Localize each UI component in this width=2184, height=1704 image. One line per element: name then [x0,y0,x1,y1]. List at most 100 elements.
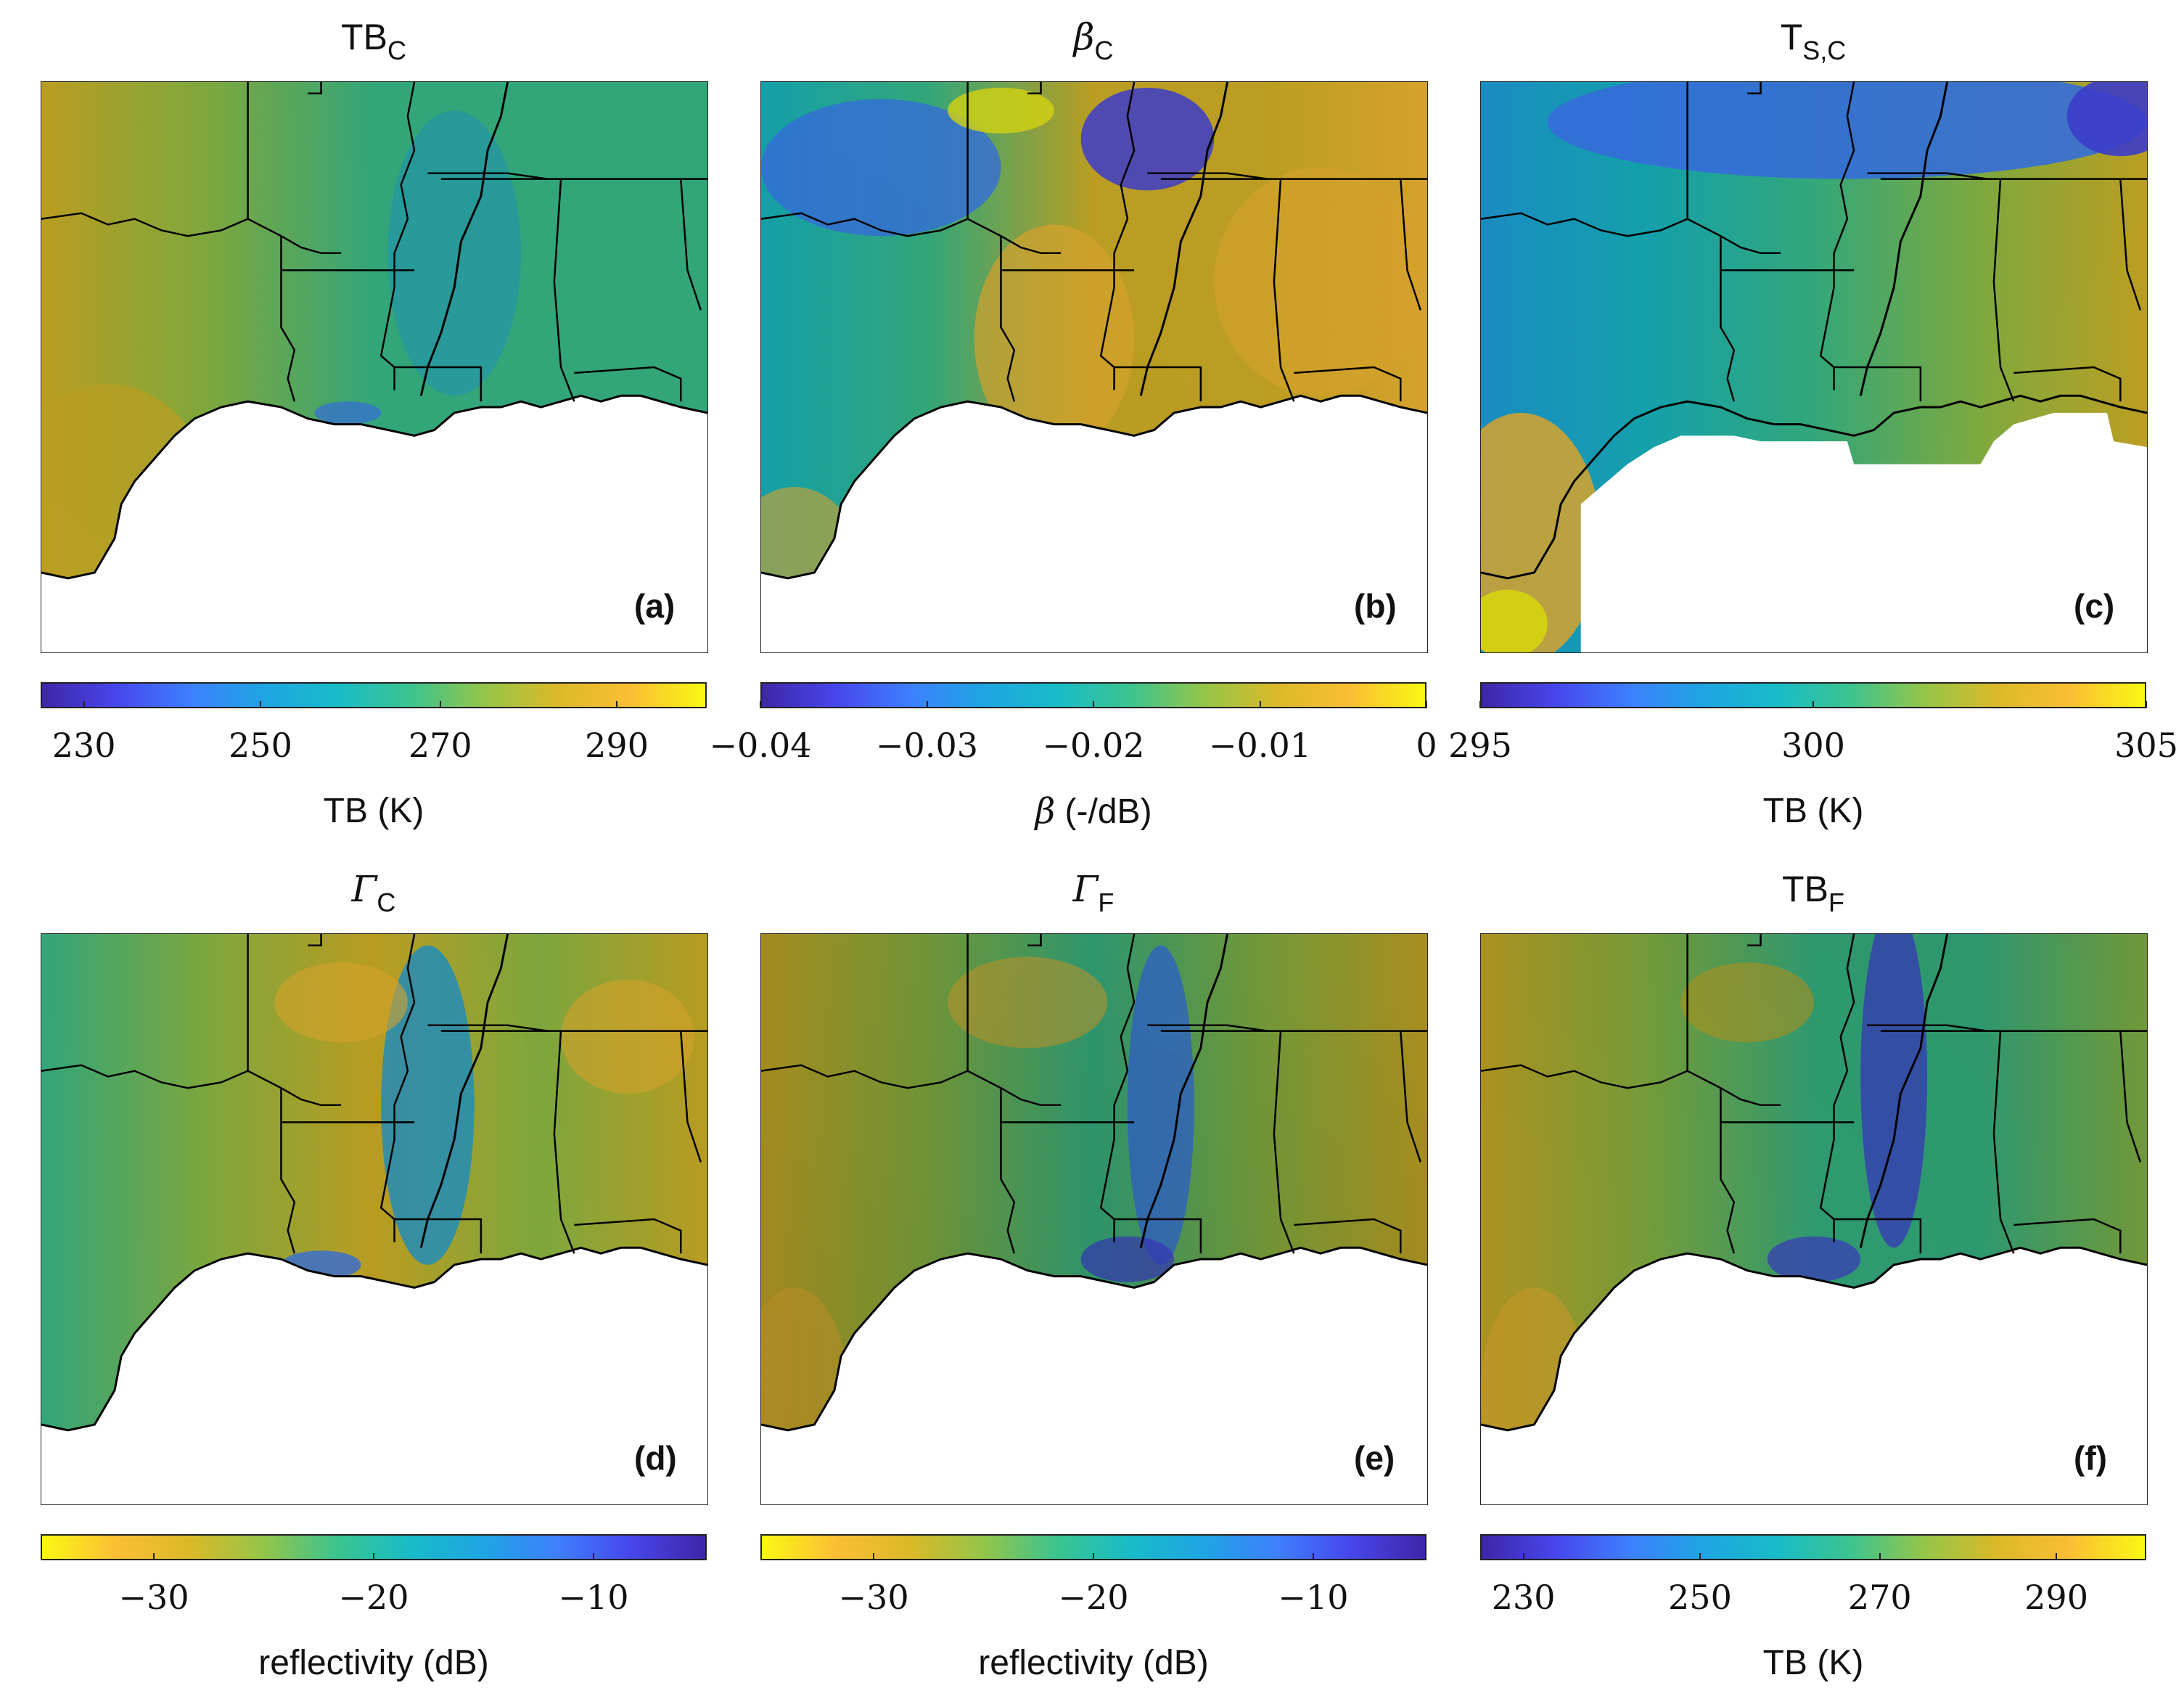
colorbar-tick-mark [373,1553,374,1560]
state-boundary [1400,1031,1421,1163]
colorbar-tick-label: −10 [1278,1578,1349,1617]
colorbar-tick-mark [1312,1553,1314,1560]
state-boundary [968,82,1062,253]
colorbar-tick-mark [592,1553,594,1560]
state-boundary [1820,934,1854,1242]
state-boundary [1114,1219,1201,1253]
state-boundary [395,1219,481,1253]
coastline [761,1248,1427,1430]
state-boundary [1994,1031,2014,1254]
state-boundary [1820,82,1854,390]
panel-title-main: β [1073,16,1095,58]
colorbar-tick-label: 270 [1847,1578,1912,1617]
state-boundary [381,82,414,390]
ocean-mask [761,1248,1427,1504]
colorbar-tick-mark [83,701,85,708]
coastline [1481,396,2147,578]
state-boundary [2013,1219,2120,1253]
colorbar-tick-mark [1259,701,1261,708]
colorbar-tick-mark [616,701,618,708]
state-boundary [1001,236,1014,401]
colorbar-tick-label: −0.03 [876,726,978,765]
map-plot [41,933,708,1505]
panel-label: (a) [634,587,676,625]
ocean-mask [761,396,1427,652]
state-boundary [1114,367,1201,401]
state-boundary [1994,179,2014,402]
panel-title: βC [760,16,1426,65]
state-boundary [2120,1031,2140,1163]
map-canvas [41,934,707,1504]
colorbar-label-text: TB (K) [323,792,424,830]
coastline [761,396,1427,578]
state-boundary [1294,1219,1400,1253]
colorbar-label: TB (K) [1480,791,2146,831]
colorbar-tick-mark [2056,1553,2058,1560]
colorbar-tick-label: −30 [118,1578,189,1617]
colorbar [1480,1534,2146,1560]
map-canvas [761,934,1427,1504]
coastline [1481,1248,2147,1430]
colorbar-tick-label: 305 [2114,726,2178,765]
colorbar-tick-label: −20 [1058,1578,1129,1617]
state-boundary [1294,367,1400,401]
colorbar-tick-mark [1093,701,1094,708]
panel-title-sub: F [1828,888,1844,917]
state-boundary [1834,1219,1921,1253]
colorbar-tick-label: 250 [1668,1578,1732,1617]
state-boundary [574,367,681,401]
panel-title-sub: C [387,36,406,65]
colorbar-tick-label: 230 [1491,1578,1556,1617]
panel-title-main: T [1780,17,1803,57]
state-boundary [281,1088,294,1253]
state-boundary [554,179,575,402]
panel-title-main: TB [341,17,387,57]
state-boundary [427,1025,547,1031]
state-boundary [761,213,968,236]
colorbar-label: TB (K) [1480,1643,2146,1683]
panel-title: TBF [1480,868,2146,917]
state-boundary [2013,367,2120,401]
map-plot [760,81,1428,653]
state-boundary [1001,1088,1014,1253]
ocean-mask [41,396,707,652]
panel-title-sub: C [1094,36,1114,65]
colorbar-tick-mark [1522,1553,1524,1560]
state-boundary [1101,934,1134,1242]
state-boundary [1481,1065,1688,1088]
colorbar-tick-label: 250 [229,726,292,765]
map-plot [760,933,1428,1505]
panel-title-main: Γ [351,868,377,910]
colorbar-tick-label: 290 [2024,1578,2088,1617]
panel-title: ΓC [41,868,707,917]
panel-label: (d) [634,1439,677,1477]
state-boundary [1688,934,1761,946]
state-boundary [554,1031,575,1254]
state-boundary [41,1065,248,1088]
state-boundary [968,934,1062,1105]
coastline [41,396,707,578]
colorbar-tick-mark [1426,701,1427,708]
mississippi-river-border [1860,934,1947,1248]
colorbar-tick-label: −10 [558,1578,629,1617]
panel-label: (e) [1354,1439,1395,1477]
map-plot [1480,933,2148,1505]
state-boundary [2120,179,2140,311]
colorbar-tick-label: 270 [408,726,472,765]
panel-title: ΓF [760,868,1426,917]
colorbar-tick-mark [1479,701,1481,708]
colorbar-tick-label: 295 [1448,726,1512,765]
state-boundary [248,934,342,1105]
state-boundary [1720,236,1733,401]
colorbar-tick-label: 0 [1416,726,1437,765]
state-boundary [1834,367,1921,401]
panel-title-main: Γ [1072,868,1099,910]
map-canvas [41,82,707,652]
state-boundary [968,934,1041,946]
state-boundary [681,1031,701,1163]
colorbar-tick-mark [259,701,261,708]
map-canvas [761,82,1427,652]
state-boundary [1147,173,1267,179]
state-boundary [381,934,414,1242]
ocean-mask [1481,1248,2147,1504]
